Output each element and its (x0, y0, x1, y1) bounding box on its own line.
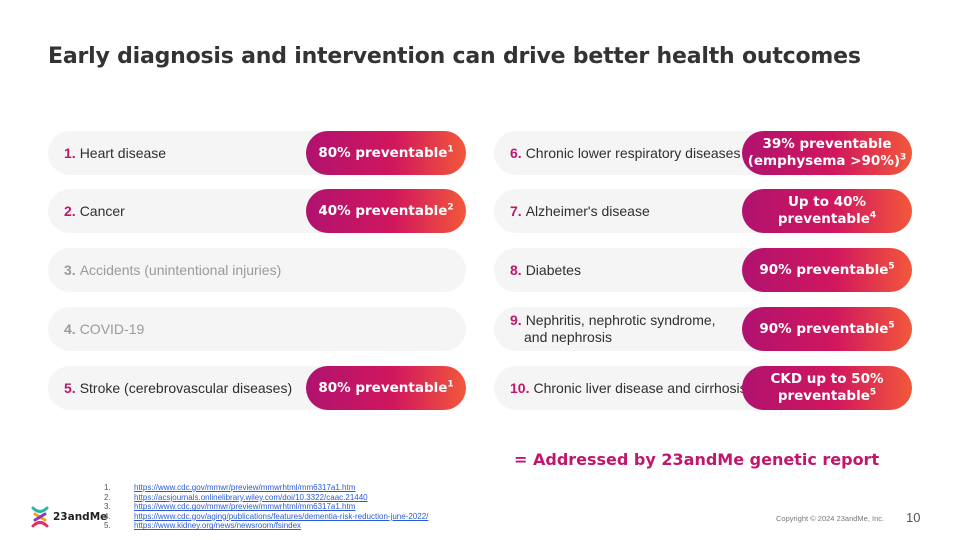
preventable-badge: CKD up to 50% preventable5 (742, 366, 912, 410)
reference-link[interactable]: https://www.cdc.gov/aging/publications/f… (134, 511, 429, 521)
list-item-liver: 10. Chronic liver disease and cirrhosis … (494, 366, 912, 410)
item-label: 6. Chronic lower respiratory diseases (510, 131, 760, 175)
reference-link[interactable]: https://www.cdc.gov/mmwr/preview/mmwrhtm… (134, 502, 356, 512)
item-label: 5. Stroke (cerebrovascular diseases) (64, 366, 314, 410)
item-number: 7. (510, 203, 522, 219)
reference-number: 2. (104, 492, 111, 502)
item-text: Chronic lower respiratory diseases (525, 145, 741, 161)
reference-item: 1. https://www.cdc.gov/mmwr/preview/mmwrh… (104, 483, 428, 493)
footnote-ref: 5 (869, 387, 877, 398)
item-label: 7. Alzheimer's disease (510, 189, 760, 233)
reference-number: 4. (104, 511, 111, 521)
badge-line-1: Up to 40% (787, 194, 867, 210)
item-label: 2. Cancer (64, 189, 314, 233)
preventable-badge: 80% preventable1 (306, 131, 466, 175)
item-number: 2. (64, 203, 76, 219)
item-label: 3. Accidents (unintentional injuries) (64, 248, 424, 292)
item-number: 1. (64, 145, 76, 161)
reference-item: 4. https://www.cdc.gov/aging/publications… (104, 512, 428, 522)
reference-link[interactable]: https://www.cdc.gov/mmwr/preview/mmwrhtm… (134, 483, 356, 492)
footnote-ref: 3 (900, 152, 907, 163)
item-text-line-2: and nephrosis (524, 329, 612, 345)
item-number: 4. (64, 321, 76, 337)
legend-text: = Addressed by 23andMe genetic report (514, 450, 880, 469)
item-text: Cancer (79, 203, 125, 219)
item-text: Alzheimer's disease (525, 203, 650, 219)
item-number: 10. (510, 380, 530, 396)
badge-line-1: CKD up to 50% (770, 371, 884, 387)
references-list: 1. https://www.cdc.gov/mmwr/preview/mmwrh… (104, 483, 428, 531)
list-item-cancer: 2. Cancer 40% preventable2 (48, 189, 466, 233)
list-item-diabetes: 8. Diabetes 90% preventable5 (494, 248, 912, 292)
badge-line-2: preventable (777, 211, 870, 227)
preventable-badge: 40% preventable2 (306, 189, 466, 233)
footnote-ref: 5 (888, 320, 895, 330)
list-item-heart-disease: 1. Heart disease 80% preventable1 (48, 131, 466, 175)
item-text: Heart disease (79, 145, 167, 161)
item-text: Chronic liver disease and cirrhosis (533, 380, 747, 396)
company-logo: 23andMe (30, 506, 107, 528)
item-number: 3. (64, 262, 76, 278)
footnote-ref: 2 (447, 202, 454, 212)
badge-text: 40% preventable (318, 202, 448, 219)
item-text: Stroke (cerebrovascular diseases) (79, 380, 293, 396)
item-text-line-1: Nephritis, nephrotic syndrome, (525, 312, 716, 328)
footnote-ref: 1 (447, 379, 454, 389)
badge-text: 80% preventable (318, 144, 448, 161)
item-text: COVID-19 (79, 321, 145, 337)
page-number: 10 (906, 510, 921, 525)
item-number: 9. (510, 312, 522, 328)
reference-number: 1. (104, 483, 111, 492)
item-label: 9. Nephritis, nephrotic syndrome, and nep… (510, 307, 760, 351)
badge-line-1: 90% preventable (759, 261, 889, 278)
item-label: 10. Chronic liver disease and cirrhosis (510, 366, 750, 410)
reference-item: 5. https://www.kidney.org/news/newsroom/f… (104, 521, 428, 531)
footnote-ref: 4 (869, 210, 877, 221)
item-label: 8. Diabetes (510, 248, 760, 292)
footnote-ref: 1 (447, 144, 454, 154)
badge-line-2: (emphysema >90%) (747, 153, 901, 169)
list-item-nephritis: 9. Nephritis, nephrotic syndrome, and nep… (494, 307, 912, 351)
reference-item: 2. https://acsjournals.onlinelibrary.wile… (104, 493, 428, 503)
item-label: 1. Heart disease (64, 131, 314, 175)
footnote-ref: 5 (888, 261, 895, 271)
badge-line-2: preventable (777, 388, 870, 404)
reference-link[interactable]: https://www.kidney.org/news/newsroom/fsi… (134, 521, 302, 531)
preventable-badge: 90% preventable5 (742, 248, 912, 292)
badge-text: 80% preventable (318, 379, 448, 396)
badge-line-1: 39% preventable (762, 136, 892, 152)
copyright-text: Copyright © 2024 23andMe, Inc. (776, 514, 885, 523)
item-number: 6. (510, 145, 522, 161)
item-number: 8. (510, 262, 522, 278)
reference-link[interactable]: https://acsjournals.onlinelibrary.wiley.… (134, 492, 368, 502)
list-item-stroke: 5. Stroke (cerebrovascular diseases) 80%… (48, 366, 466, 410)
list-item-accidents: 3. Accidents (unintentional injuries) (48, 248, 466, 292)
item-label: 4. COVID-19 (64, 307, 424, 351)
preventable-badge: 90% preventable5 (742, 307, 912, 351)
item-text: Accidents (unintentional injuries) (79, 262, 282, 278)
badge-line-1: 90% preventable (759, 320, 889, 337)
list-item-alzheimers: 7. Alzheimer's disease Up to 40% prevent… (494, 189, 912, 233)
reference-item: 3. https://www.cdc.gov/mmwr/preview/mmwrh… (104, 502, 428, 512)
reference-number: 5. (104, 521, 111, 531)
preventable-badge: 39% preventable (emphysema >90%)3 (742, 131, 912, 175)
reference-number: 3. (104, 502, 111, 512)
item-text: Diabetes (525, 262, 581, 278)
slide-title: Early diagnosis and intervention can dri… (48, 44, 861, 69)
item-number: 5. (64, 380, 76, 396)
preventable-badge: 80% preventable1 (306, 366, 466, 410)
logo-mark-icon (31, 506, 49, 528)
preventable-badge: Up to 40% preventable4 (742, 189, 912, 233)
list-item-covid: 4. COVID-19 (48, 307, 466, 351)
logo-text: 23andMe (53, 511, 108, 523)
list-item-respiratory: 6. Chronic lower respiratory diseases 39… (494, 131, 912, 175)
